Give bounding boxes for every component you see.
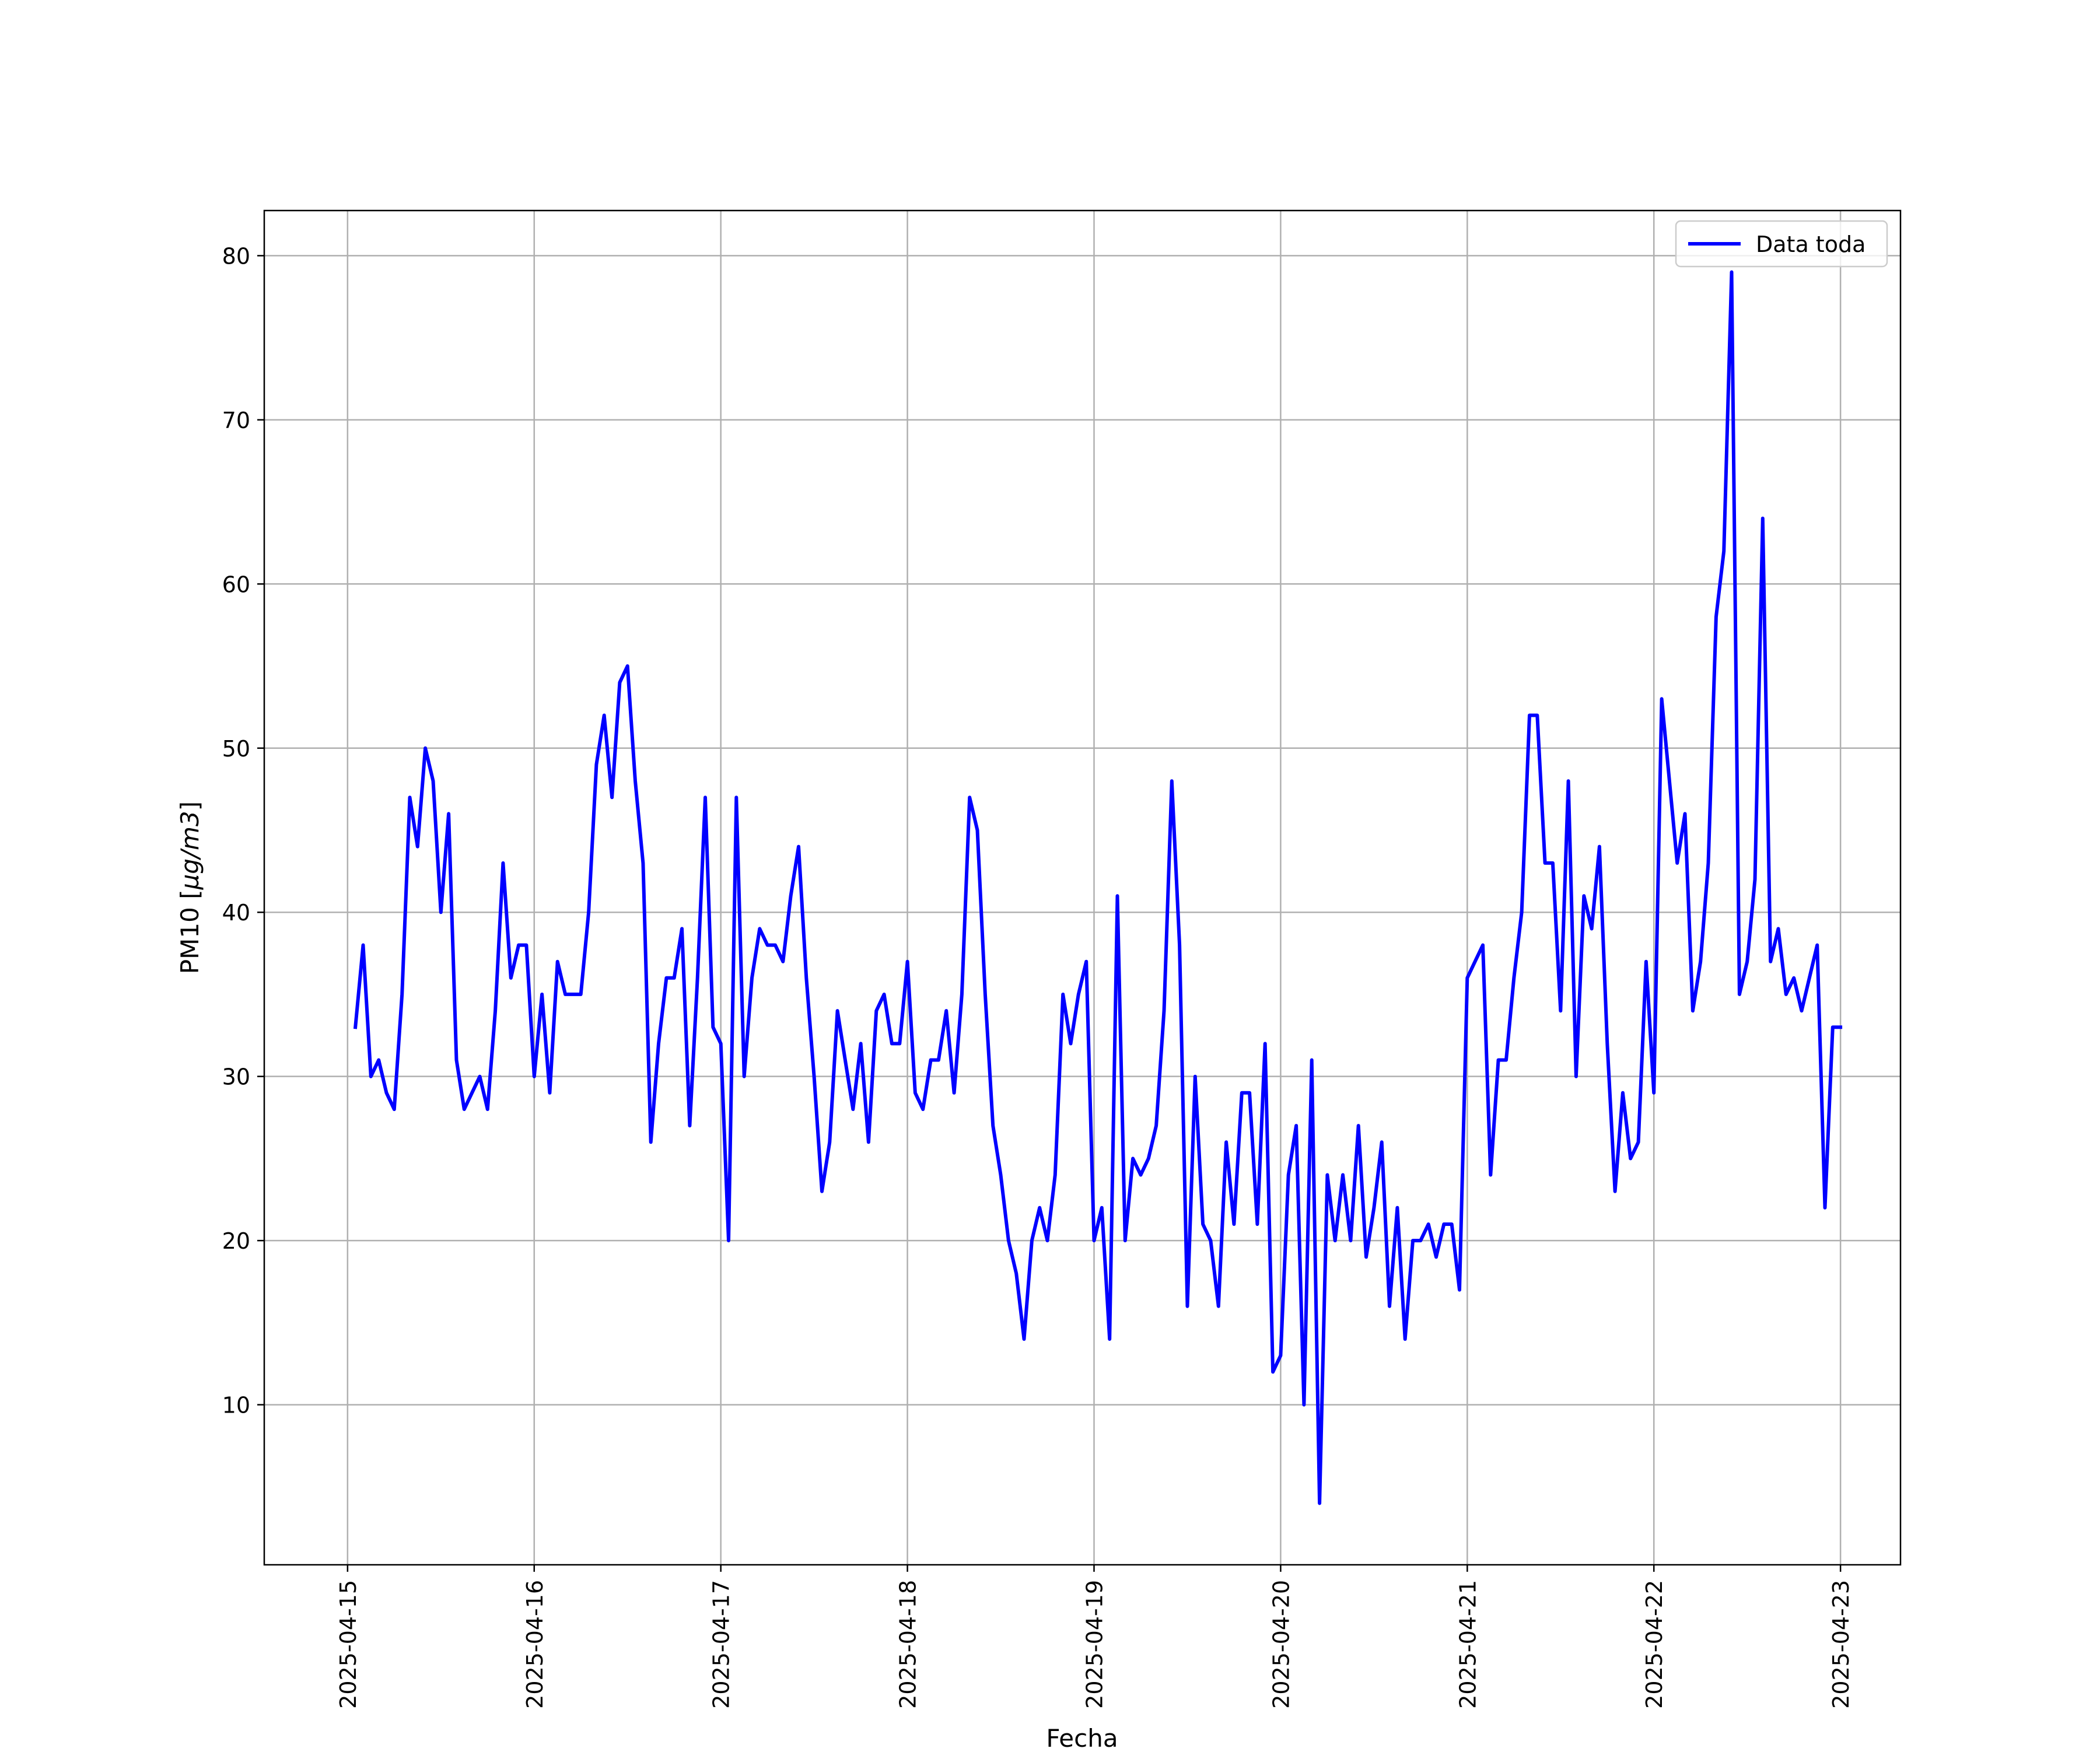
y-tick-label: 20 — [222, 1228, 250, 1254]
y-tick-label: 30 — [222, 1064, 250, 1090]
y-tick-label: 10 — [222, 1393, 250, 1418]
grid — [264, 211, 1901, 1565]
x-tick-label: 2025-04-18 — [895, 1580, 921, 1709]
plot-lines — [353, 270, 1843, 1505]
x-tick-label: 2025-04-19 — [1082, 1580, 1107, 1709]
y-axis-label-close: ] — [176, 801, 204, 811]
x-tick-label: 2025-04-16 — [522, 1580, 548, 1709]
x-axis-label: Fecha — [1046, 1724, 1118, 1750]
x-tick-label: 2025-04-20 — [1268, 1580, 1294, 1709]
y-tick-label: 40 — [222, 900, 250, 926]
y-tick-label: 60 — [222, 572, 250, 597]
series-line-0 — [353, 270, 1843, 1505]
legend-box — [1675, 220, 1888, 268]
legend: Data toda — [1675, 220, 1888, 268]
y-axis-label: PM10 [μg/m3] — [176, 801, 204, 974]
y-tick-label: 50 — [222, 736, 250, 762]
ticks: 2025-04-15 2025-04-16 2025-04-17 2025-04-18… — [222, 243, 1854, 1708]
x-tick-label: 2025-04-23 — [1828, 1580, 1854, 1709]
y-tick-label: 70 — [222, 408, 250, 433]
x-tick-label: 2025-04-22 — [1642, 1580, 1667, 1709]
x-tick-label: 2025-04-21 — [1455, 1580, 1480, 1709]
y-axis-label-text: PM10 [ — [176, 889, 204, 974]
x-tick-label: 2025-04-17 — [709, 1580, 734, 1709]
y-tick-label: 80 — [222, 243, 250, 269]
legend-label: Data toda — [1756, 232, 1866, 257]
x-tick-label: 2025-04-15 — [335, 1580, 361, 1709]
y-axis-label-unit: μg/m3 — [176, 811, 204, 890]
plot-frame — [263, 209, 1902, 1566]
